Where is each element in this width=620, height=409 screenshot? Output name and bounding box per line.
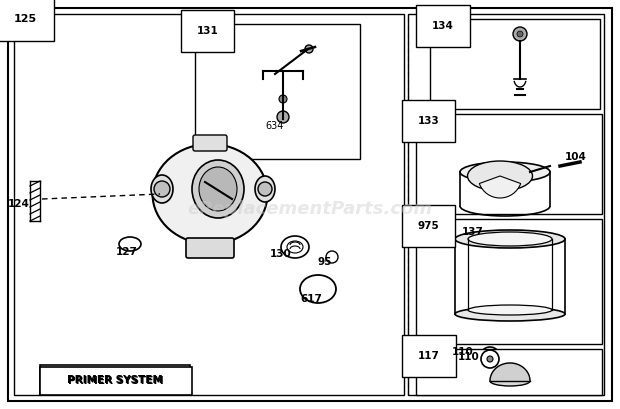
Ellipse shape bbox=[153, 144, 267, 244]
Ellipse shape bbox=[490, 376, 530, 386]
Text: 124: 124 bbox=[8, 199, 30, 209]
Bar bbox=[416, 114, 602, 214]
Text: 117: 117 bbox=[418, 351, 440, 361]
Ellipse shape bbox=[455, 307, 565, 321]
Ellipse shape bbox=[468, 232, 552, 246]
Text: 130: 130 bbox=[270, 249, 292, 259]
Circle shape bbox=[517, 31, 523, 37]
Text: 137: 137 bbox=[462, 227, 484, 237]
Text: 975: 975 bbox=[418, 221, 440, 231]
Text: 110: 110 bbox=[452, 347, 474, 357]
Circle shape bbox=[513, 27, 527, 41]
Polygon shape bbox=[490, 363, 530, 381]
Ellipse shape bbox=[468, 305, 552, 315]
Bar bbox=[408, 14, 604, 395]
Text: PRIMER SYSTEM: PRIMER SYSTEM bbox=[67, 375, 163, 385]
Circle shape bbox=[486, 353, 494, 361]
Text: 125: 125 bbox=[14, 14, 37, 24]
Text: 634: 634 bbox=[265, 121, 283, 131]
Bar bbox=[416, 349, 602, 395]
Bar bbox=[416, 219, 602, 344]
Ellipse shape bbox=[467, 161, 533, 191]
Ellipse shape bbox=[151, 175, 173, 203]
Circle shape bbox=[154, 181, 170, 197]
Ellipse shape bbox=[199, 167, 237, 211]
FancyBboxPatch shape bbox=[193, 135, 227, 151]
Circle shape bbox=[487, 356, 493, 362]
Ellipse shape bbox=[460, 162, 550, 182]
Ellipse shape bbox=[192, 160, 244, 218]
Text: PRIMER SYSTEM: PRIMER SYSTEM bbox=[68, 376, 164, 386]
Circle shape bbox=[305, 45, 313, 53]
Bar bbox=[14, 14, 404, 395]
Circle shape bbox=[258, 182, 272, 196]
Text: 110: 110 bbox=[458, 352, 480, 362]
Circle shape bbox=[279, 95, 287, 103]
Wedge shape bbox=[479, 176, 521, 198]
Text: eReplacementParts.com: eReplacementParts.com bbox=[187, 200, 433, 218]
Circle shape bbox=[277, 111, 289, 123]
Bar bbox=[40, 367, 192, 395]
Bar bbox=[40, 365, 190, 395]
Text: 133: 133 bbox=[418, 116, 440, 126]
Ellipse shape bbox=[455, 230, 565, 248]
Text: 131: 131 bbox=[197, 26, 219, 36]
Text: 127: 127 bbox=[116, 247, 138, 257]
Bar bbox=[430, 19, 600, 109]
Text: 134: 134 bbox=[432, 21, 454, 31]
FancyBboxPatch shape bbox=[186, 238, 234, 258]
Text: 104: 104 bbox=[565, 152, 587, 162]
Bar bbox=[195, 24, 360, 159]
Text: 95: 95 bbox=[318, 257, 332, 267]
Text: 617: 617 bbox=[300, 294, 322, 304]
Ellipse shape bbox=[255, 176, 275, 202]
